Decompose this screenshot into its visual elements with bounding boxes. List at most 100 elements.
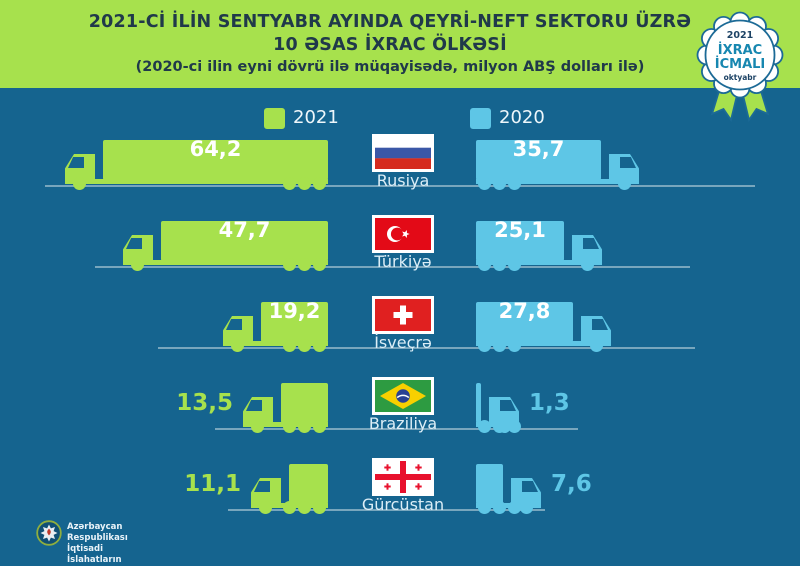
- truck-chassis: [67, 179, 328, 184]
- badge-month: oktyabr: [724, 73, 757, 82]
- truck-wheel-icon: [581, 258, 594, 271]
- country-label: Braziliya: [368, 414, 438, 433]
- flag-russia-icon: [372, 134, 434, 172]
- truck-chassis: [476, 179, 637, 184]
- truck-trailer: [281, 383, 328, 423]
- truck-2021: [251, 457, 328, 515]
- truck-window: [620, 157, 636, 168]
- truck-wheel-icon: [298, 258, 311, 271]
- badge-year: 2021: [727, 30, 753, 41]
- export-review-badge: 2021 İXRAC İCMALI oktyabr: [696, 11, 784, 122]
- country-label: Türkiyə: [374, 252, 432, 271]
- country-label: İsveçrə: [374, 333, 432, 352]
- truck-wheel-icon: [493, 420, 506, 433]
- flag-turkey-icon: [372, 215, 434, 253]
- truck-2021: 64,2: [65, 133, 328, 191]
- organization-name-line1: Azərbaycan Respublikası İqtisadi İslahat…: [67, 522, 128, 565]
- legend-label-2021: 2021: [293, 107, 339, 128]
- country-row-georgia: 11,1 Gürcüstan 7,6: [0, 453, 800, 515]
- truck-wheel-icon: [508, 420, 521, 433]
- country-label: Rusiya: [376, 171, 430, 190]
- truck-trailer: 35,7: [476, 137, 601, 180]
- truck-wheel-icon: [283, 420, 296, 433]
- truck-2020: [476, 457, 541, 515]
- truck-wheel-icon: [283, 177, 296, 190]
- truck-window: [592, 319, 608, 330]
- page-title: 2021-Cİ İLİN SENTYABR AYINDA QEYRİ-NEFT …: [10, 11, 770, 78]
- legend-label-2020: 2020: [499, 107, 545, 128]
- truck-wheel-icon: [283, 339, 296, 352]
- value-2020: 7,6: [551, 471, 592, 497]
- truck-wheel-icon: [283, 501, 296, 514]
- value-2021: 11,1: [184, 471, 241, 497]
- truck-2021: [243, 376, 328, 434]
- truck-2021: 19,2: [223, 295, 328, 353]
- truck-2020: 25,1: [476, 214, 602, 272]
- truck-2020: 35,7: [476, 133, 639, 191]
- truck-wheel-icon: [478, 177, 491, 190]
- truck-trailer: [476, 464, 503, 504]
- truck-wheel-icon: [298, 501, 311, 514]
- truck-chassis: [476, 341, 609, 346]
- truck-window: [583, 238, 599, 249]
- ground-line: [158, 347, 695, 349]
- value-2021: 19,2: [268, 299, 321, 323]
- truck-wheel-icon: [478, 420, 491, 433]
- country-row-brazil: 13,5 Braziliya 1,3: [0, 372, 800, 434]
- value-2021: 47,7: [218, 218, 271, 242]
- truck-chassis: [476, 260, 600, 265]
- value-2021: 13,5: [176, 390, 233, 416]
- ground-line: [215, 428, 578, 430]
- country-label: Gürcüstan: [361, 495, 445, 514]
- value-2020: 25,1: [494, 218, 546, 242]
- truck-trailer: 25,1: [476, 218, 564, 261]
- truck-window: [522, 481, 538, 492]
- truck-trailer: [289, 464, 328, 504]
- flag-georgia-icon: [372, 458, 434, 496]
- truck-wheel-icon: [493, 339, 506, 352]
- truck-wheel-icon: [618, 177, 631, 190]
- truck-wheel-icon: [508, 339, 521, 352]
- truck-window: [254, 481, 270, 492]
- country-row-russia: 64,2 Rusiya 35,7: [0, 129, 800, 191]
- title-line-1: 2021-Cİ İLİN SENTYABR AYINDA QEYRİ-NEFT …: [88, 12, 692, 32]
- truck-trailer: 64,2: [103, 137, 328, 180]
- truck-trailer: 19,2: [261, 299, 328, 342]
- truck-wheel-icon: [493, 177, 506, 190]
- value-2020: 1,3: [529, 390, 570, 416]
- value-2020: 35,7: [512, 137, 565, 161]
- legend-swatch-2020: [470, 108, 491, 129]
- ground-line: [45, 185, 755, 187]
- truck-wheel-icon: [298, 177, 311, 190]
- truck-wheel-icon: [313, 177, 326, 190]
- truck-window: [68, 157, 84, 168]
- truck-trailer: 27,8: [476, 299, 573, 342]
- truck-wheel-icon: [478, 501, 491, 514]
- header-band: 2021-Cİ İLİN SENTYABR AYINDA QEYRİ-NEFT …: [0, 0, 800, 88]
- flag-switzerland-icon: [372, 296, 434, 334]
- truck-window: [246, 400, 262, 411]
- truck-wheel-icon: [313, 339, 326, 352]
- truck-trailer: [476, 383, 481, 423]
- truck-2021: 47,7: [123, 214, 328, 272]
- organization-name: Azərbaycan Respublikası İqtisadi İslahat…: [67, 522, 143, 566]
- country-row-switzerland: 19,2 İsveçrə 27,8: [0, 291, 800, 353]
- truck-wheel-icon: [131, 258, 144, 271]
- truck-wheel-icon: [508, 501, 521, 514]
- truck-wheel-icon: [478, 339, 491, 352]
- badge-title-1: İXRAC: [718, 42, 762, 58]
- truck-2020: 27,8: [476, 295, 611, 353]
- truck-wheel-icon: [231, 339, 244, 352]
- truck-wheel-icon: [313, 501, 326, 514]
- flag-brazil-icon: [372, 377, 434, 415]
- truck-2020: [476, 376, 521, 434]
- ground-line: [95, 266, 690, 268]
- truck-window: [500, 400, 516, 411]
- organization-emblem-icon: [36, 520, 62, 546]
- truck-wheel-icon: [298, 339, 311, 352]
- legend-swatch-2021: [264, 108, 285, 129]
- truck-trailer: 47,7: [161, 218, 328, 261]
- truck-chassis: [476, 503, 539, 508]
- title-subtitle: (2020-ci ilin eyni dövrü ilə müqayisədə,…: [135, 59, 645, 75]
